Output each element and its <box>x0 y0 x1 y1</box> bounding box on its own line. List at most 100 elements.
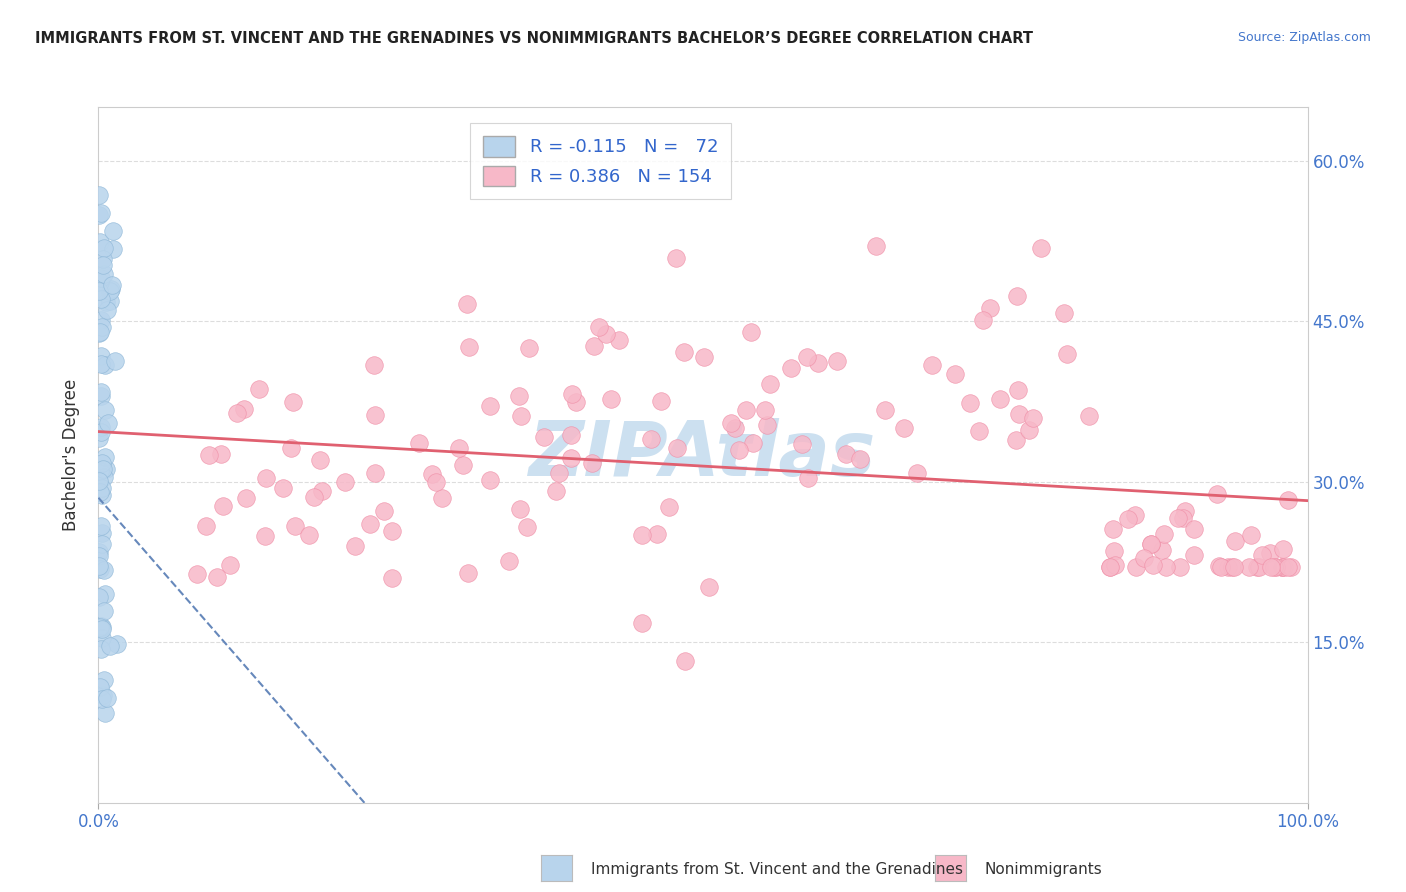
Point <box>90 519 112 533</box>
Point <box>1223 534 1246 549</box>
Text: IMMIGRANTS FROM ST. VINCENT AND THE GRENADINES VS NONIMMIGRANTS BACHELOR’S DEGRE: IMMIGRANTS FROM ST. VINCENT AND THE GREN… <box>35 31 1033 46</box>
Point <box>430 491 453 506</box>
Point <box>1153 526 1175 541</box>
Point <box>1271 541 1294 556</box>
Point <box>561 387 583 401</box>
Point <box>807 356 830 370</box>
Point <box>1104 558 1126 572</box>
Point <box>544 483 567 498</box>
Point <box>87 545 110 559</box>
Point <box>93 563 115 577</box>
Legend: R = -0.115   N =   72, R = 0.386   N = 154: R = -0.115 N = 72, R = 0.386 N = 154 <box>470 123 731 199</box>
Point <box>1182 548 1205 562</box>
Point <box>91 462 114 476</box>
Point <box>516 520 538 534</box>
Point <box>90 481 112 495</box>
Point <box>673 655 696 669</box>
Point <box>1029 240 1052 254</box>
Point <box>91 456 114 470</box>
Point <box>796 471 818 485</box>
Point <box>90 619 112 633</box>
Point <box>1007 383 1029 397</box>
Point <box>89 562 111 576</box>
Point <box>89 464 111 478</box>
Point <box>90 206 112 220</box>
Point <box>89 681 111 695</box>
Point <box>90 425 112 439</box>
Point <box>87 559 110 574</box>
Point <box>905 466 928 480</box>
Point <box>1053 305 1076 319</box>
Point <box>1168 560 1191 574</box>
Point <box>226 406 249 420</box>
Point <box>1125 560 1147 574</box>
Point <box>1099 560 1122 574</box>
Point <box>1005 289 1028 303</box>
Point <box>94 462 117 476</box>
Point <box>498 554 520 568</box>
Point <box>87 549 110 564</box>
Point <box>560 428 582 442</box>
Point <box>211 500 233 514</box>
Point <box>759 376 782 391</box>
Point <box>89 325 111 339</box>
Point <box>311 483 333 498</box>
Point <box>510 409 533 423</box>
Point <box>91 252 114 266</box>
Point <box>91 620 114 634</box>
Point <box>91 689 114 703</box>
Point <box>284 519 307 533</box>
Point <box>1237 560 1260 574</box>
Point <box>94 706 117 721</box>
Point <box>1174 504 1197 518</box>
Point <box>640 432 662 446</box>
Point <box>101 277 124 292</box>
Point <box>595 327 617 342</box>
Point <box>1246 560 1268 574</box>
Point <box>1223 560 1246 574</box>
Y-axis label: Bachelor's Degree: Bachelor's Degree <box>62 379 80 531</box>
Point <box>1205 487 1227 501</box>
Point <box>967 424 990 438</box>
Point <box>560 451 582 466</box>
Point <box>827 354 849 368</box>
Point <box>90 270 112 285</box>
Point <box>720 417 742 431</box>
Point <box>89 275 111 289</box>
Point <box>740 325 762 339</box>
Point <box>425 475 447 490</box>
Point <box>658 500 681 515</box>
Point <box>93 267 115 281</box>
Point <box>1216 560 1239 574</box>
Text: Source: ZipAtlas.com: Source: ZipAtlas.com <box>1237 31 1371 45</box>
Text: Immigrants from St. Vincent and the Grenadines: Immigrants from St. Vincent and the Gren… <box>591 863 963 877</box>
Point <box>219 558 242 572</box>
Point <box>98 293 121 308</box>
Point <box>100 282 122 296</box>
Point <box>308 452 330 467</box>
Point <box>849 451 872 466</box>
Point <box>235 491 257 505</box>
Point <box>1077 409 1099 424</box>
Point <box>672 345 695 359</box>
Point <box>333 475 356 489</box>
Point <box>959 396 981 410</box>
Point <box>988 392 1011 406</box>
Point <box>232 402 254 417</box>
Point <box>364 467 387 481</box>
Point <box>1272 560 1295 574</box>
Point <box>363 358 385 372</box>
Point <box>734 403 756 417</box>
Point <box>90 313 112 327</box>
Point <box>91 258 114 272</box>
Point <box>281 395 304 409</box>
Point <box>741 435 763 450</box>
Point <box>90 536 112 550</box>
Point <box>1152 542 1174 557</box>
Point <box>89 485 111 500</box>
Point <box>408 435 430 450</box>
Point <box>588 319 610 334</box>
Point <box>600 392 623 406</box>
Point <box>104 354 127 368</box>
Point <box>1008 407 1031 421</box>
